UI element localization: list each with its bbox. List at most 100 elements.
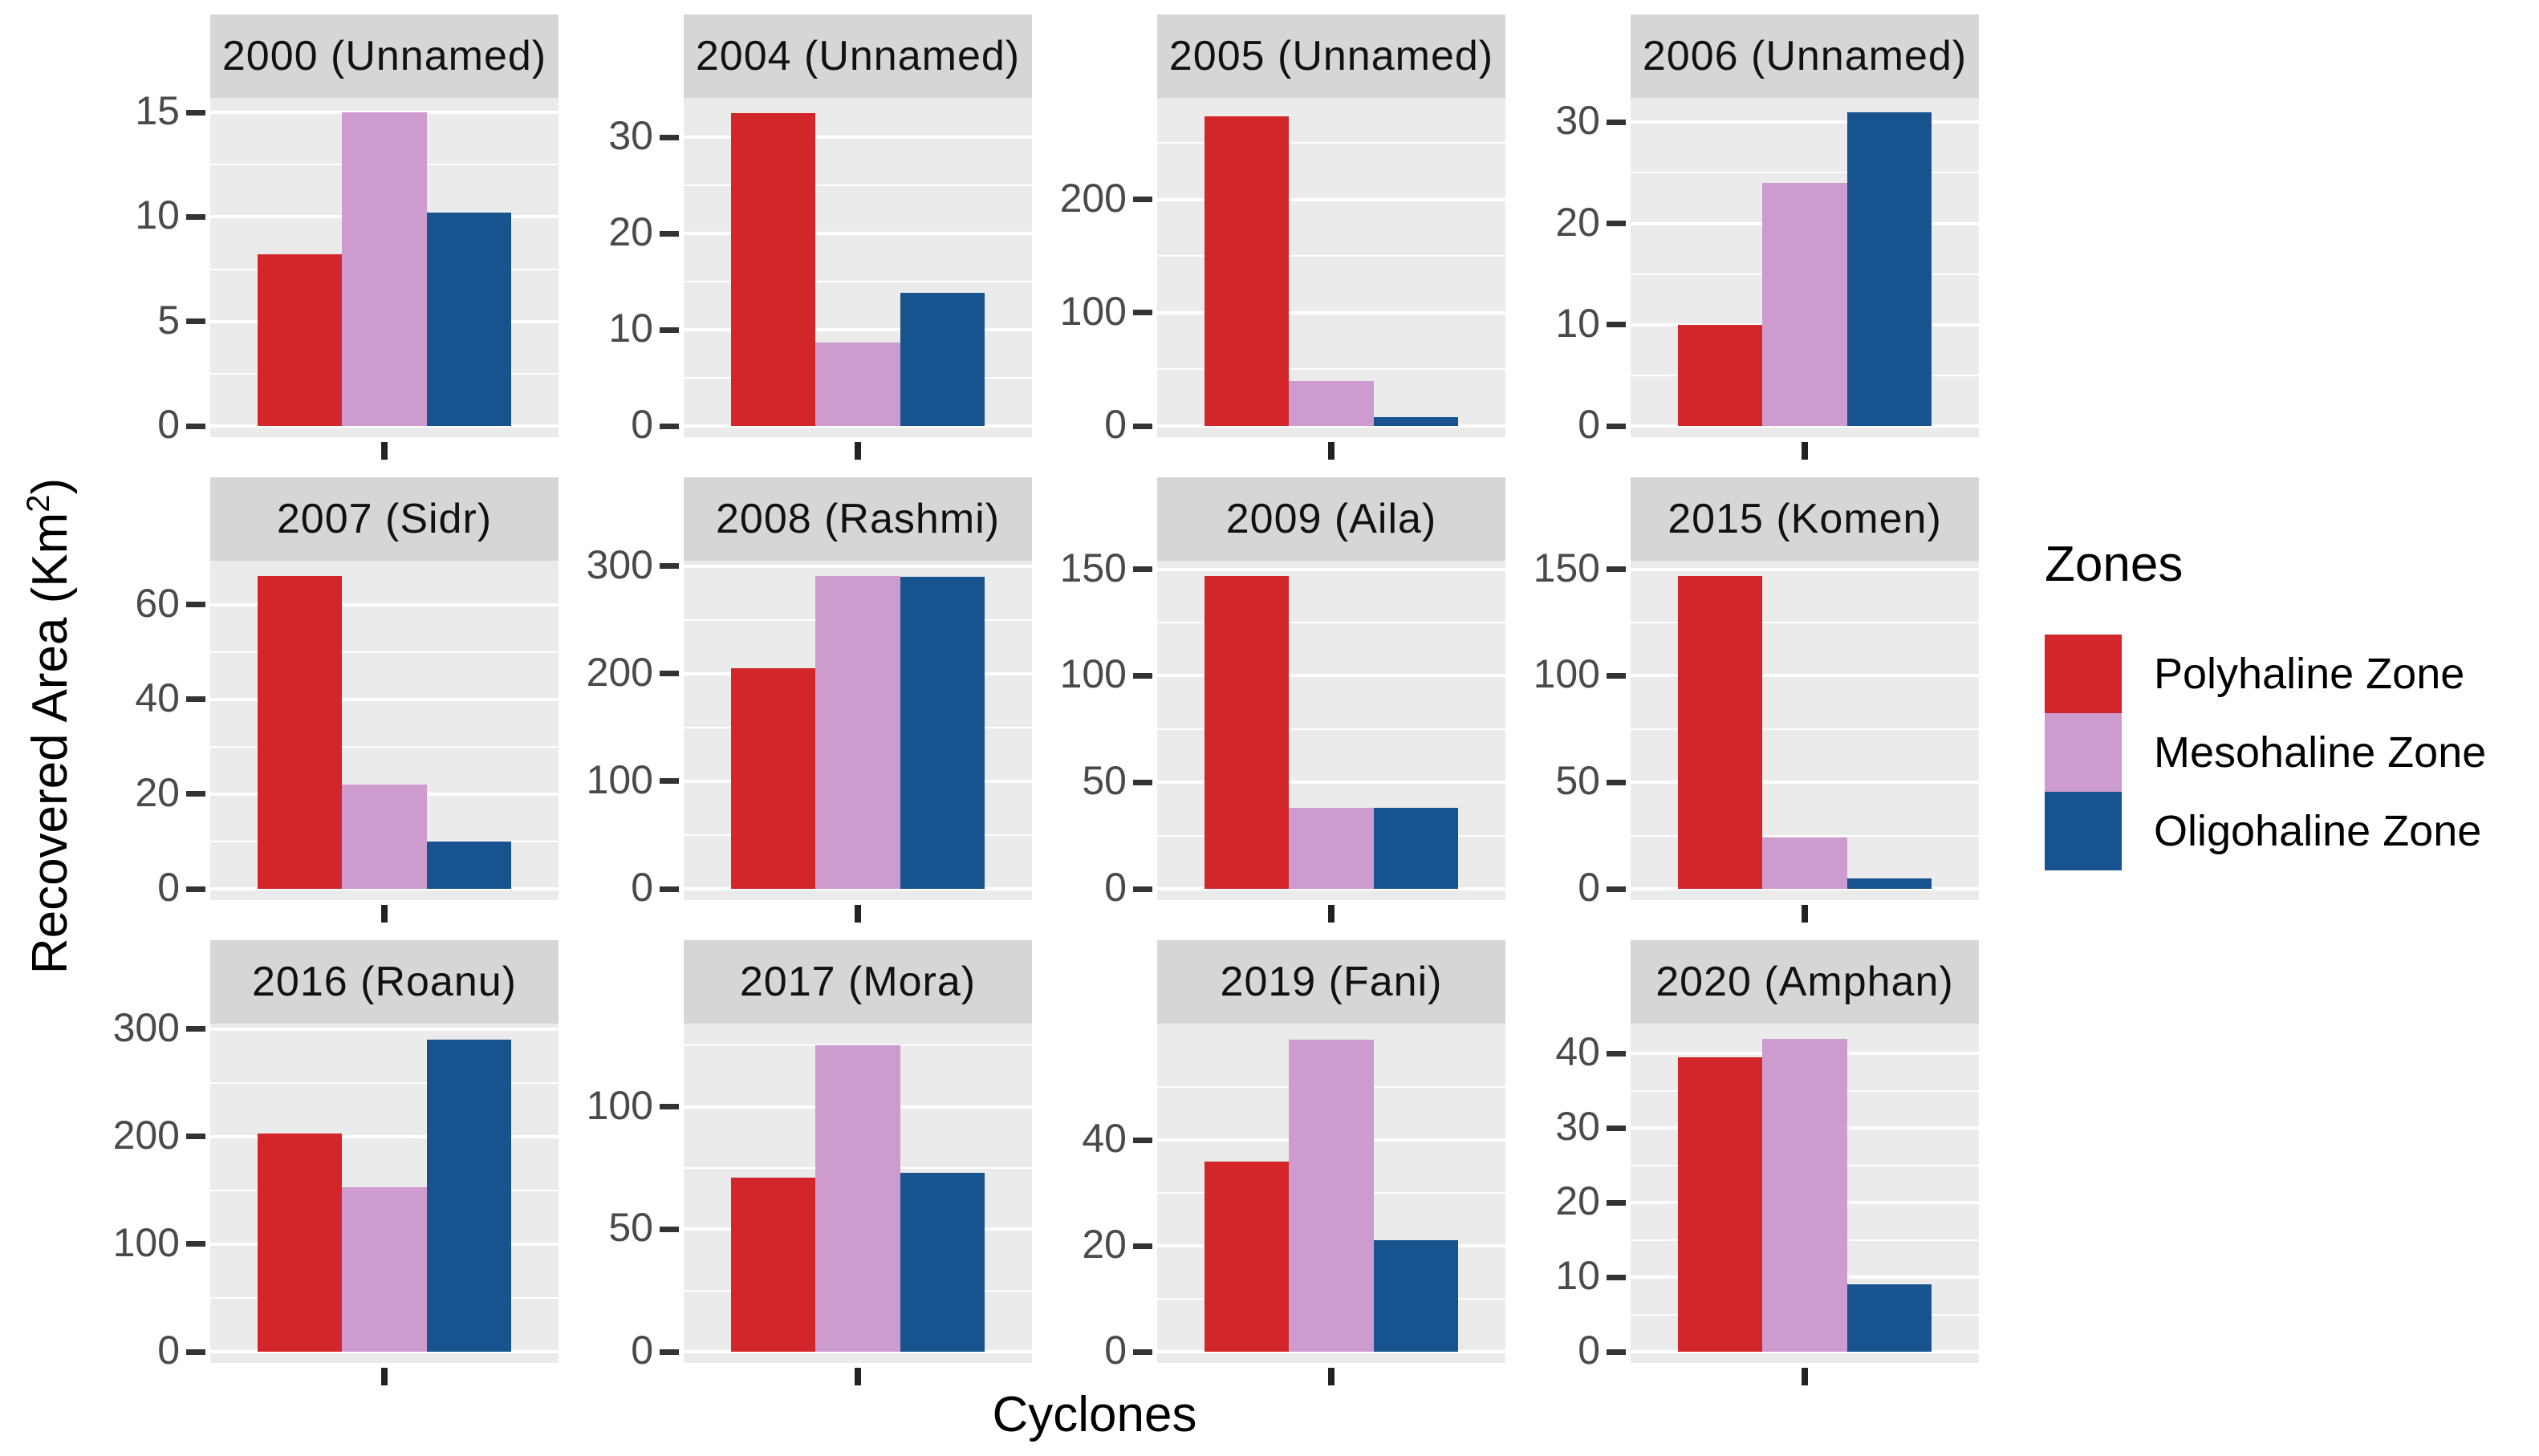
y-tick-label: 50 <box>608 1205 653 1251</box>
facet-strip: 2007 (Sidr) <box>210 477 559 561</box>
gridline-major <box>210 424 559 428</box>
y-tick-label: 50 <box>1082 758 1127 804</box>
facet-strip: 2016 (Roanu) <box>210 940 559 1024</box>
gridline-major <box>684 564 1032 568</box>
x-tick-mark <box>381 905 388 923</box>
facet-panel <box>1157 561 1505 900</box>
y-tick-label: 100 <box>1059 651 1127 697</box>
gridline-minor <box>684 185 1032 187</box>
y-tick-label: 5 <box>157 297 180 343</box>
gridline-major <box>1631 674 1979 678</box>
facet-panel <box>1631 98 1979 437</box>
gridline-minor <box>210 745 559 748</box>
bar-polyhaline-zone <box>730 1178 816 1352</box>
y-tick-mark <box>186 318 205 325</box>
y-tick-label: 200 <box>1059 175 1127 221</box>
y-tick-label: 0 <box>157 1328 180 1373</box>
bar-mesohaline-zone <box>1289 1039 1374 1352</box>
x-tick-mark <box>1328 905 1334 923</box>
gridline-major <box>1631 781 1979 785</box>
y-tick-label: 100 <box>1533 651 1600 697</box>
gridline-minor <box>1631 834 1979 837</box>
x-tick-mark <box>1328 442 1334 460</box>
y-tick-mark <box>1607 566 1626 573</box>
facet-panel <box>1157 98 1505 437</box>
gridline-major <box>1157 674 1505 678</box>
y-tick-mark <box>1607 672 1626 679</box>
y-tick-label: 0 <box>631 402 653 447</box>
y-tick-label: 150 <box>1533 545 1600 590</box>
y-tick-mark <box>186 791 205 797</box>
y-tick-label: 300 <box>112 1004 180 1050</box>
x-axis-title: Cyclones <box>992 1387 1197 1442</box>
bar-oligohaline-zone <box>1373 416 1459 426</box>
bar-oligohaline-zone <box>900 1173 985 1352</box>
y-tick-label: 10 <box>135 193 180 238</box>
facet-panel <box>1157 1024 1505 1363</box>
y-tick-mark <box>186 1134 205 1140</box>
facet-panel <box>210 561 559 900</box>
facet-strip: 2006 (Unnamed) <box>1631 14 1979 98</box>
bar-oligohaline-zone <box>900 293 985 426</box>
gridline-major <box>684 887 1032 890</box>
y-tick-mark <box>186 696 205 703</box>
y-tick-mark <box>1607 119 1626 125</box>
y-tick-label: 0 <box>631 1328 653 1373</box>
bar-oligohaline-zone <box>1846 1284 1932 1352</box>
legend: Zones Polyhaline Zone Mesohaline Zone Ol… <box>2045 536 2486 870</box>
facet-strip: 2015 (Komen) <box>1631 477 1979 561</box>
facet-strip: 2020 (Amphan) <box>1631 940 1979 1024</box>
y-tick-label: 10 <box>1555 300 1600 346</box>
y-tick-label: 20 <box>1082 1222 1127 1267</box>
x-tick-mark <box>381 1368 388 1385</box>
y-tick-label: 40 <box>135 675 180 720</box>
y-tick-label: 20 <box>135 769 180 815</box>
bar-mesohaline-zone <box>342 785 427 889</box>
y-tick-mark <box>186 423 205 429</box>
gridline-minor <box>1157 728 1505 730</box>
y-tick-label: 0 <box>1104 1328 1127 1373</box>
gridline-major <box>210 697 559 701</box>
x-tick-mark <box>1328 1368 1334 1385</box>
y-tick-label: 150 <box>1059 545 1127 590</box>
bar-oligohaline-zone <box>426 213 512 426</box>
bar-mesohaline-zone <box>342 112 427 426</box>
y-tick-mark <box>1607 1199 1626 1206</box>
y-tick-label: 10 <box>1555 1253 1600 1299</box>
facet-title: 2007 (Sidr) <box>276 496 493 542</box>
gridline-major <box>210 1027 559 1031</box>
bar-oligohaline-zone <box>1846 878 1932 889</box>
gridline-major <box>210 1350 559 1353</box>
facet-title: 2019 (Fani) <box>1220 959 1443 1005</box>
mesohaline-swatch-icon <box>2045 713 2122 792</box>
facet-strip: 2017 (Mora) <box>684 940 1032 1024</box>
bar-mesohaline-zone <box>815 342 900 426</box>
bar-mesohaline-zone <box>815 1045 900 1352</box>
facet-strip: 2008 (Rashmi) <box>684 477 1032 561</box>
bar-oligohaline-zone <box>426 1040 512 1352</box>
x-tick-mark <box>1802 905 1808 923</box>
facet-title: 2017 (Mora) <box>739 959 977 1005</box>
y-tick-mark <box>660 230 679 237</box>
gridline-minor <box>1157 255 1505 258</box>
gridline-minor <box>1631 622 1979 624</box>
y-tick-mark <box>1133 779 1152 785</box>
bar-polyhaline-zone <box>1204 575 1290 889</box>
gridline-major <box>1157 424 1505 428</box>
gridline-major <box>684 1350 1032 1353</box>
y-tick-mark <box>1607 221 1626 227</box>
y-tick-mark <box>660 1226 679 1232</box>
legend-item-polyhaline: Polyhaline Zone <box>2045 635 2486 713</box>
facet-title: 2004 (Unnamed) <box>695 33 1021 79</box>
y-tick-label: 200 <box>112 1112 180 1158</box>
gridline-minor <box>1157 142 1505 144</box>
y-tick-label: 300 <box>586 541 653 587</box>
bar-oligohaline-zone <box>1373 808 1459 889</box>
facet-panel <box>684 1024 1032 1363</box>
y-tick-label: 100 <box>1059 288 1127 334</box>
legend-label: Polyhaline Zone <box>2154 650 2465 698</box>
y-tick-label: 50 <box>1555 758 1600 804</box>
bar-polyhaline-zone <box>257 254 343 426</box>
bar-polyhaline-zone <box>1677 324 1763 426</box>
facet-panel <box>684 561 1032 900</box>
